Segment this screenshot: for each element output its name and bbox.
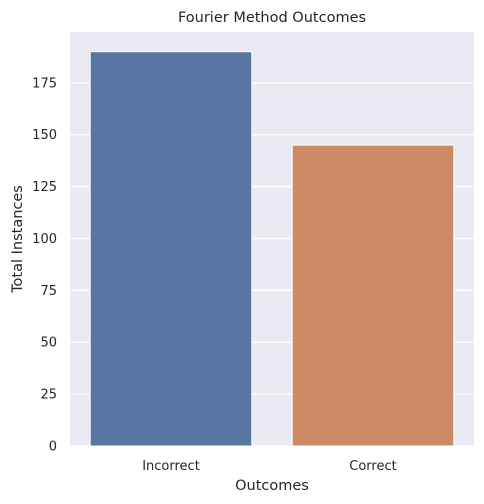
bar-correct	[291, 144, 455, 447]
bar-incorrect	[89, 51, 253, 447]
x-axis-label: Outcomes	[235, 478, 309, 494]
y-axis-label: Total Instances	[10, 185, 26, 294]
y-tick-label: 25	[40, 388, 57, 403]
y-tick-label: 150	[32, 128, 57, 143]
y-tick-label: 75	[40, 284, 57, 299]
y-tick-label: 100	[32, 232, 57, 247]
x-axis-ticks: Incorrect Correct	[142, 459, 397, 474]
y-axis-ticks: 0 25 50 75 100 125 150 175	[32, 76, 57, 454]
y-tick-label: 175	[32, 76, 57, 91]
y-tick-label: 125	[32, 180, 57, 195]
x-tick-label: Correct	[349, 459, 396, 474]
y-tick-label: 0	[49, 440, 57, 455]
y-tick-label: 50	[40, 336, 57, 351]
x-tick-label: Incorrect	[142, 459, 200, 474]
chart-title: Fourier Method Outcomes	[178, 10, 366, 26]
bars	[89, 51, 455, 447]
